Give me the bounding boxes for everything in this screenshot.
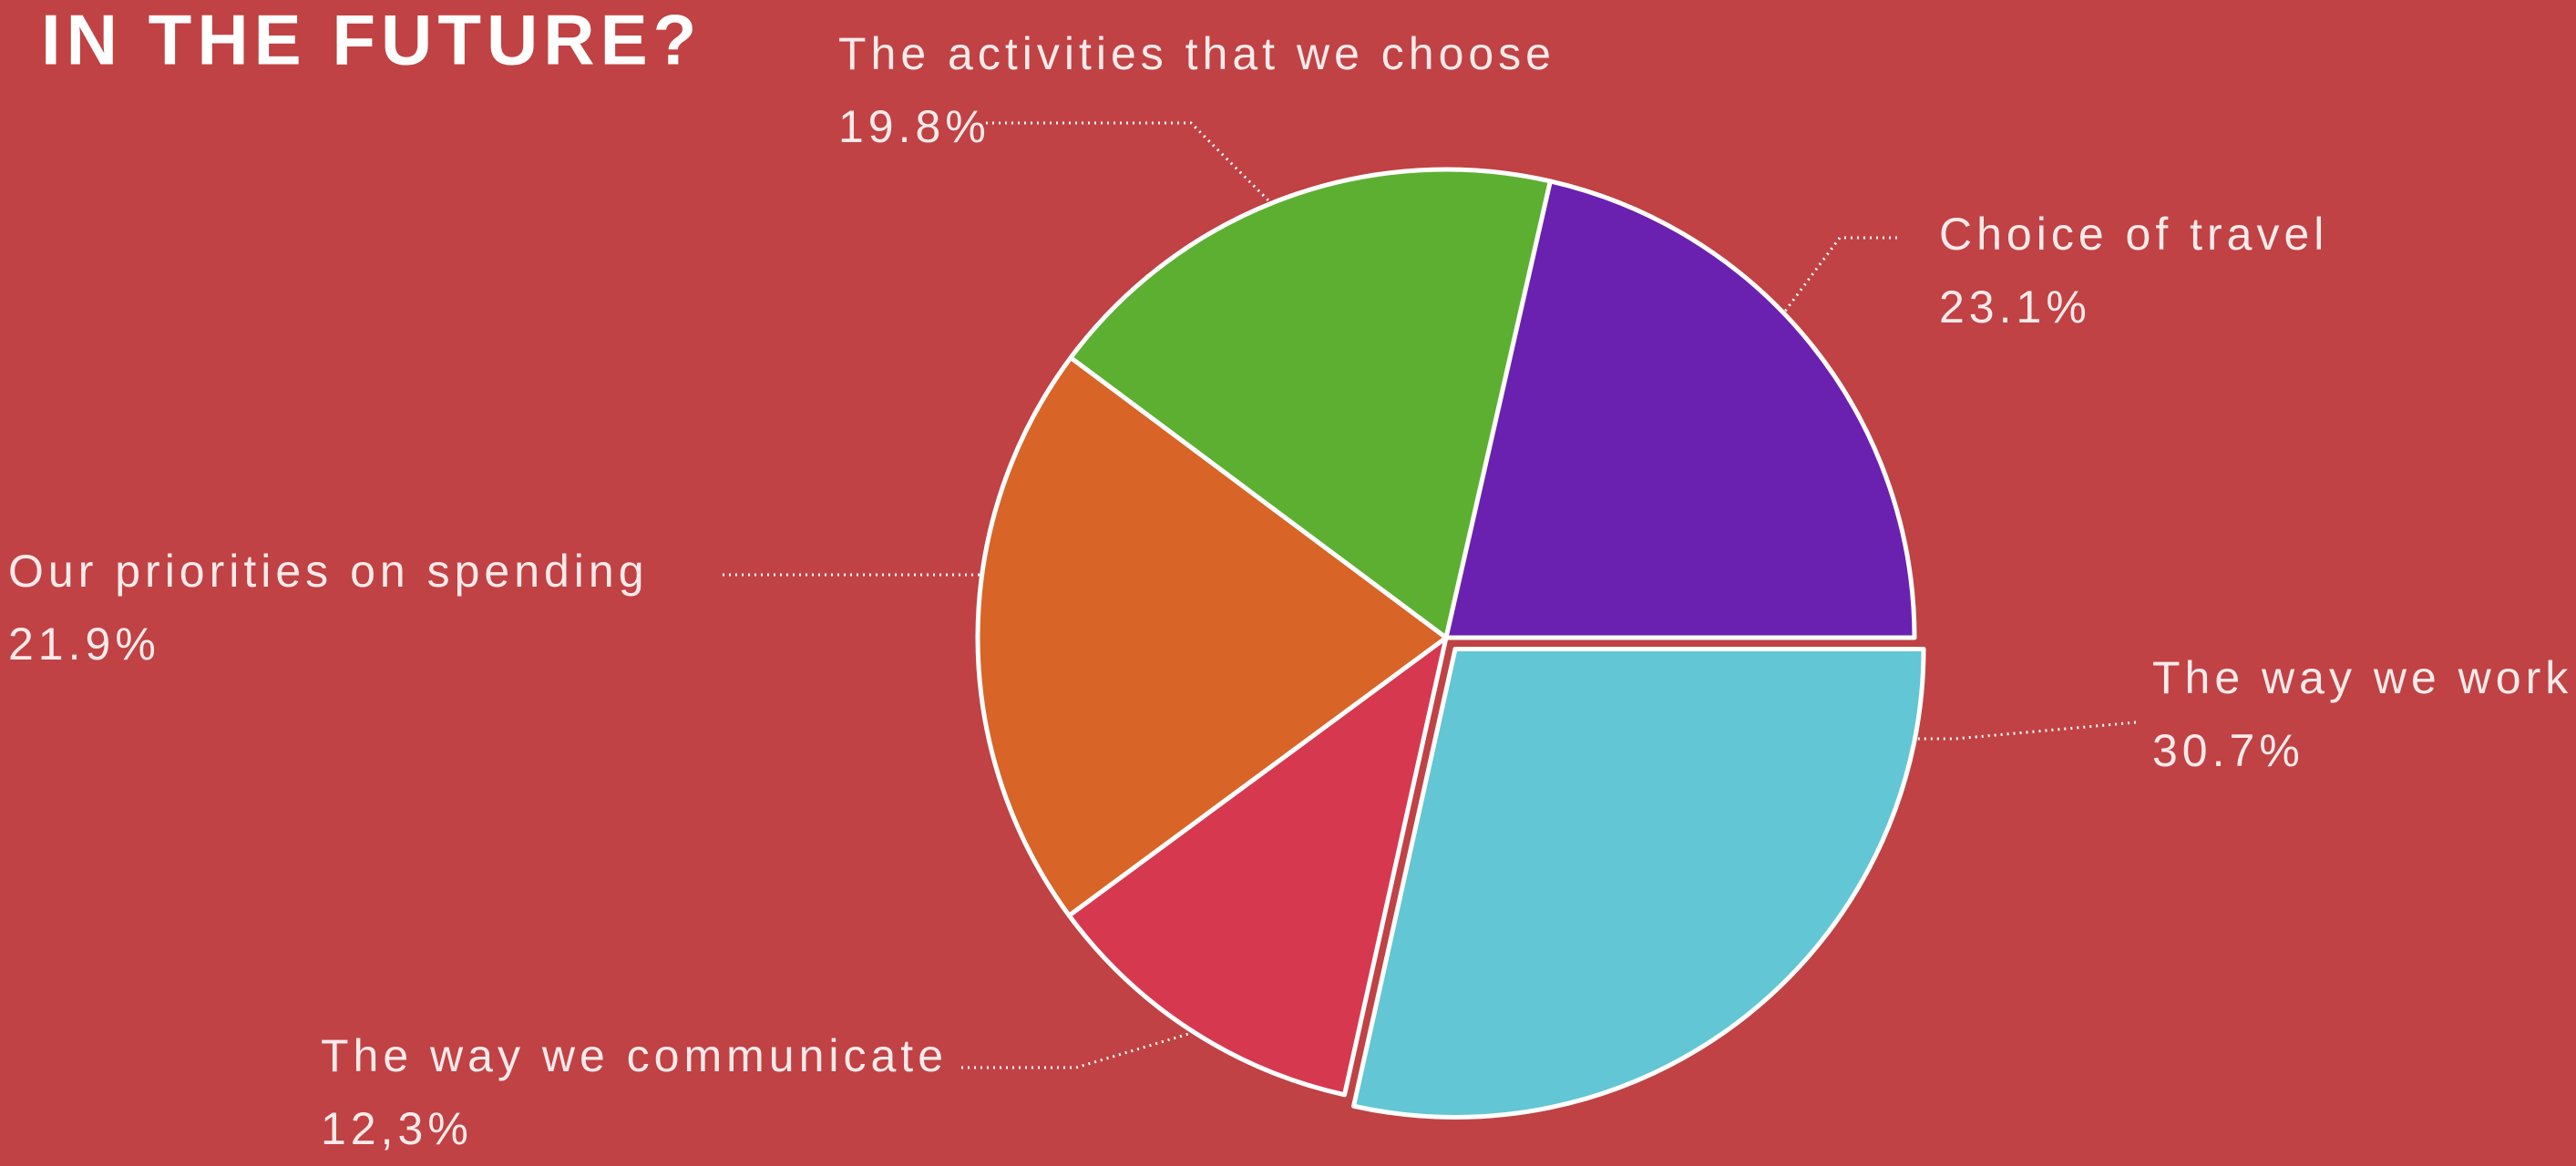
leader-line xyxy=(961,1017,1241,1069)
pie-slice xyxy=(975,355,1449,918)
value-label: 21.9% xyxy=(8,619,160,670)
slice-label: The way we communicate xyxy=(321,1030,948,1081)
chart-title: IN THE FUTURE? xyxy=(41,0,702,80)
value-label: 12,3% xyxy=(321,1103,473,1154)
pie-slice xyxy=(1068,167,1553,640)
slice-label: Our priorities on spending xyxy=(8,546,649,597)
leader-line xyxy=(986,121,1299,231)
value-label: 23.1% xyxy=(1939,281,2091,332)
value-label: 19.8% xyxy=(838,101,990,152)
slice-label: Choice of travel xyxy=(1939,209,2328,260)
pie-slice xyxy=(1351,646,1926,1120)
pie-slice xyxy=(1443,179,1917,640)
slice-label: The activities that we choose xyxy=(838,28,1555,79)
pie-slice xyxy=(1066,635,1449,1098)
slice-label: The way we work xyxy=(2152,652,2572,703)
value-label: 30.7% xyxy=(2152,725,2304,776)
